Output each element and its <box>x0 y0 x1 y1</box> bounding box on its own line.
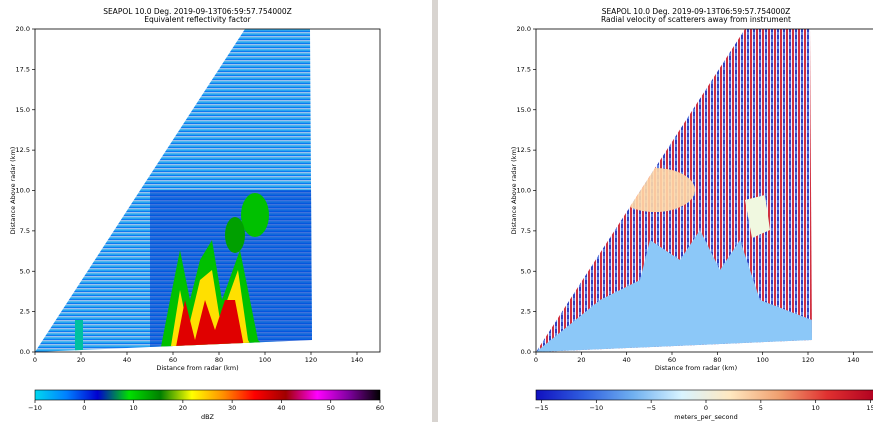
x-tick-label: 80 <box>215 356 223 364</box>
y-tick-label: 2.5 <box>521 308 531 316</box>
y-tick-label: 2.5 <box>20 308 30 316</box>
x-tick-label: 120 <box>802 356 814 364</box>
x-tick-label: 120 <box>305 356 317 364</box>
x-tick-label: 140 <box>351 356 363 364</box>
x-tick-label: 100 <box>259 356 271 364</box>
y-tick-label: 15.0 <box>16 106 30 114</box>
y-tick-label: 12.5 <box>517 146 531 154</box>
reflectivity-field <box>35 29 312 352</box>
colorbar-tick-label: 60 <box>376 404 384 412</box>
colorbar-tick-label: −10 <box>589 404 603 412</box>
colorbar <box>34 389 381 401</box>
x-tick-label: 60 <box>668 356 676 364</box>
colorbar-tick-label: 5 <box>759 404 763 412</box>
x-tick-label: 80 <box>713 356 721 364</box>
x-tick-label: 40 <box>623 356 631 364</box>
colorbar-tick-label: 10 <box>129 404 137 412</box>
y-tick-label: 15.0 <box>517 106 531 114</box>
y-tick-label: 20.0 <box>16 25 30 33</box>
colorbar-tick-label: 50 <box>327 404 335 412</box>
colorbar-tick-label: 40 <box>277 404 285 412</box>
colorbar-tick-label: −10 <box>28 404 42 412</box>
colorbar-tick-label: −15 <box>535 404 549 412</box>
colorbar-tick-label: 0 <box>82 404 86 412</box>
colorbar-label: dBZ <box>201 413 215 421</box>
chart-subtitle: Equivalent reflectivity factor <box>144 15 251 24</box>
colorbar <box>535 389 873 401</box>
y-tick-label: 12.5 <box>16 146 30 154</box>
y-tick-label: 0.0 <box>521 348 531 356</box>
x-tick-label: 0 <box>33 356 37 364</box>
colorbar-tick-label: 20 <box>179 404 187 412</box>
chart-title: SEAPOL 10.0 Deg. 2019-09-13T06:59:57.754… <box>602 7 791 16</box>
y-tick-label: 10.0 <box>16 187 30 195</box>
colorbar-tick-label: 0 <box>704 404 708 412</box>
chart-subtitle: Radial velocity of scatterers away from … <box>601 15 791 24</box>
y-tick-label: 17.5 <box>16 65 30 73</box>
y-axis-label: Distance Above radar (km) <box>510 147 518 235</box>
x-axis-label: Distance from radar (km) <box>655 364 737 372</box>
x-axis-label: Distance from radar (km) <box>156 364 238 372</box>
x-tick-label: 40 <box>123 356 131 364</box>
colorbar-tick-label: 15 <box>866 404 873 412</box>
y-tick-label: 10.0 <box>517 187 531 195</box>
y-tick-label: 5.0 <box>20 267 30 275</box>
velocity-field <box>536 29 812 352</box>
y-tick-label: 7.5 <box>521 227 531 235</box>
divider <box>432 0 438 422</box>
y-tick-label: 20.0 <box>517 25 531 33</box>
colorbar-tick-label: 30 <box>228 404 236 412</box>
x-tick-label: 100 <box>756 356 768 364</box>
x-tick-label: 20 <box>577 356 585 364</box>
x-tick-label: 20 <box>77 356 85 364</box>
y-tick-label: 5.0 <box>521 267 531 275</box>
x-tick-label: 0 <box>534 356 538 364</box>
x-tick-label: 60 <box>169 356 177 364</box>
y-tick-label: 17.5 <box>517 65 531 73</box>
colorbar-tick-label: 10 <box>812 404 820 412</box>
colorbar-label: meters_per_second <box>674 413 737 421</box>
x-tick-label: 140 <box>847 356 859 364</box>
colorbar-tick-label: −5 <box>646 404 656 412</box>
chart-title: SEAPOL 10.0 Deg. 2019-09-13T06:59:57.754… <box>103 7 292 16</box>
y-axis-label: Distance Above radar (km) <box>9 147 17 235</box>
y-tick-label: 7.5 <box>20 227 30 235</box>
y-tick-label: 0.0 <box>20 348 30 356</box>
